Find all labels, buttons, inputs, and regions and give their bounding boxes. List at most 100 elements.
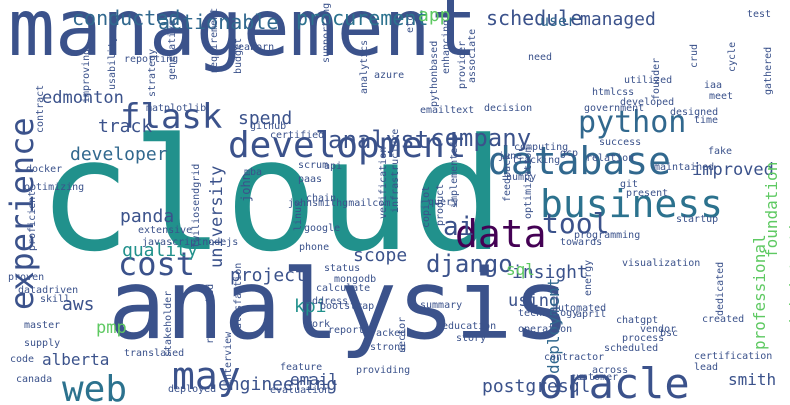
word: improving [81, 48, 92, 103]
word: copilot [421, 185, 432, 228]
word: feature [280, 362, 323, 373]
word: kpi [294, 296, 327, 317]
word: aws [62, 294, 95, 315]
word: developed [620, 97, 675, 108]
word: providing [356, 365, 411, 376]
word: flask [120, 97, 223, 137]
word: professional [750, 234, 769, 350]
word: test [747, 9, 772, 20]
word: strategy [147, 48, 158, 97]
word: conducted [72, 6, 181, 30]
word: pythonbased [429, 40, 440, 107]
word: researched [205, 283, 216, 344]
word: calculate [316, 283, 371, 294]
word: process [622, 333, 665, 344]
word: edmonton [42, 88, 124, 108]
word: certification [694, 351, 773, 362]
word: enhancing [441, 19, 452, 74]
word: web [62, 369, 128, 405]
word: smith [728, 370, 777, 389]
word: procurement [296, 6, 429, 30]
word: google [304, 223, 341, 234]
word: infrastructure [390, 128, 401, 213]
word: need [528, 52, 553, 63]
word: managed [580, 9, 656, 30]
word: implemented [449, 141, 460, 208]
word: tracked [364, 328, 407, 339]
word: startup [676, 214, 719, 225]
word: deployed [168, 384, 217, 395]
word: relation [586, 153, 635, 164]
word: mba [244, 167, 263, 178]
word: scheduled [604, 343, 659, 354]
word: vendor [640, 324, 677, 335]
word: business [540, 182, 724, 226]
word: proven [8, 272, 45, 283]
word: track [98, 116, 153, 137]
word: mongodb [334, 274, 377, 285]
word: cycle [727, 41, 738, 72]
word: stakeholder [163, 290, 174, 357]
word: scrum [298, 160, 329, 171]
word: spend [238, 108, 293, 129]
word: work [306, 319, 331, 330]
word: company [430, 124, 532, 152]
word: may [172, 354, 241, 398]
word: matplotlib [146, 103, 207, 114]
word: master [24, 320, 61, 331]
word: johnsmithgmailcom [288, 198, 391, 209]
word: oracle [538, 359, 690, 405]
word: meet [709, 91, 734, 102]
word: time [694, 115, 719, 126]
word: datadriven [18, 285, 79, 296]
word: optimizing [24, 182, 85, 193]
word: certified [270, 130, 325, 141]
word: satisfaction [233, 262, 244, 335]
word: sector [397, 316, 408, 353]
word: actionable [158, 10, 279, 34]
word: panda [120, 206, 175, 227]
word: contract [35, 84, 46, 133]
word: htmlcss [592, 87, 635, 98]
word: chatgpt [616, 315, 659, 326]
word: javascriptnodejs [142, 237, 239, 248]
word: crud [689, 43, 700, 68]
word: twiliosendgrid [191, 163, 202, 248]
word: customer [570, 372, 619, 383]
word: automated [552, 303, 607, 314]
word: scope [353, 245, 408, 266]
word: phone [299, 242, 330, 253]
word: supply [24, 338, 61, 349]
word: docker [26, 164, 63, 175]
word: visualization [622, 258, 701, 269]
word: analytics [359, 39, 370, 94]
word: email [290, 370, 339, 389]
word: contractor [544, 352, 605, 363]
word: schedule [486, 6, 583, 30]
word: numpy [506, 172, 537, 183]
word: supporting [321, 2, 332, 63]
word: budget [233, 37, 244, 74]
word: etc [405, 14, 416, 33]
word: django [426, 250, 513, 278]
word: project [230, 265, 306, 286]
word: associate [467, 28, 478, 83]
word: summary [420, 300, 463, 311]
word: development [228, 125, 467, 166]
word: story [456, 333, 487, 344]
word: database [488, 139, 672, 183]
word: using [508, 291, 560, 311]
word: report [328, 325, 365, 336]
word: proficient [27, 190, 38, 251]
word: status [324, 263, 361, 274]
word: seaborn [232, 42, 275, 53]
word: dedicated [715, 261, 726, 316]
word: app [418, 5, 451, 26]
word: maintained [654, 162, 715, 173]
word: chain [306, 193, 337, 204]
word: towards [560, 237, 603, 248]
word: data [455, 212, 547, 256]
word: bsc [660, 328, 679, 339]
word: education [442, 321, 497, 332]
word: ai [443, 212, 475, 242]
